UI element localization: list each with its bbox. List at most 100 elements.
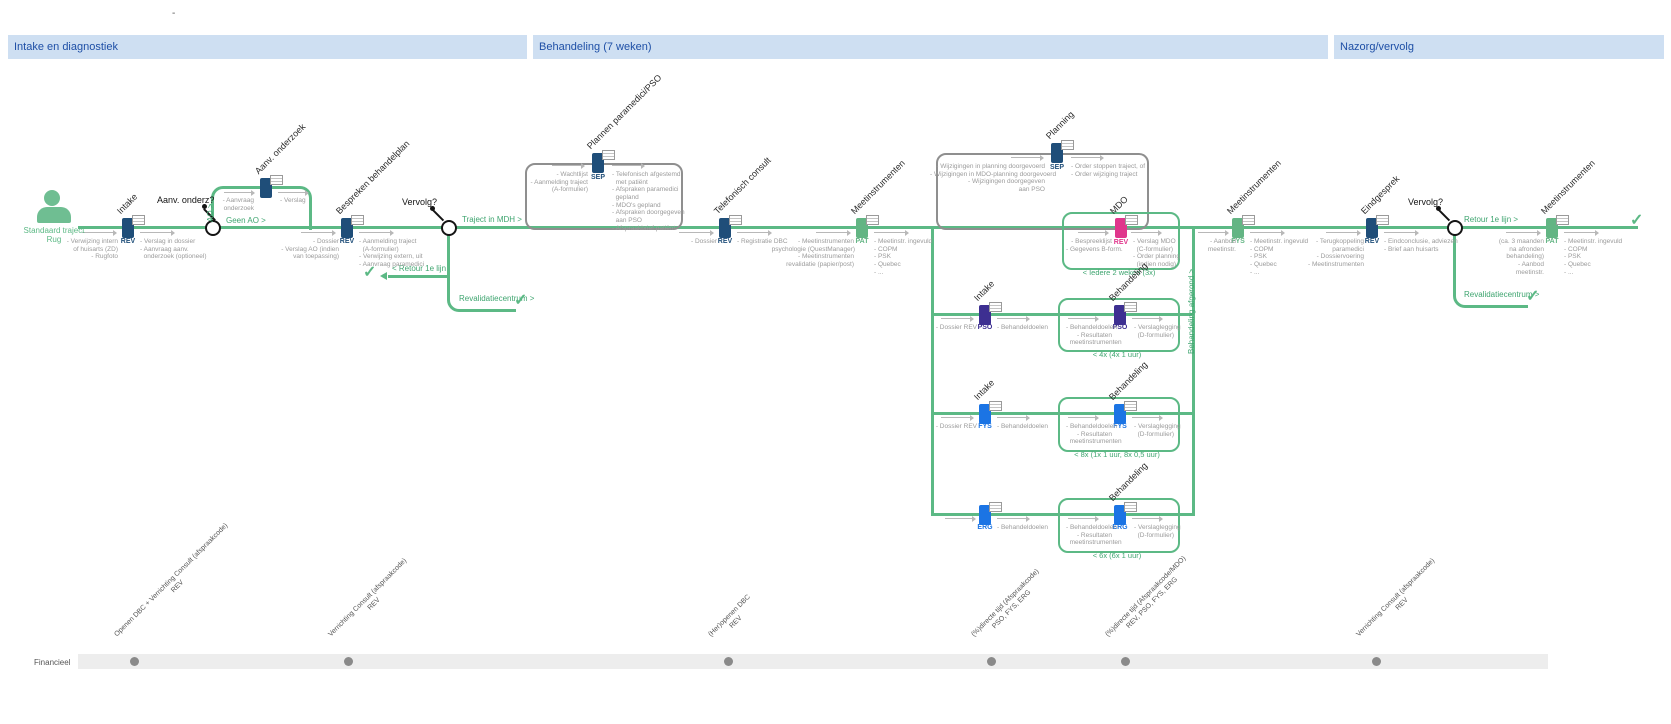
milestone-intake-pso-inputs: - Dossier REV (935, 324, 977, 331)
milestone-bespreken-behandelplan-role: REV (339, 238, 355, 245)
financial-event-2-actor: REV (366, 596, 383, 612)
milestone-behandeling-pso-marker[interactable] (1114, 305, 1126, 325)
milestone-eindgesprek-doc-icon (1376, 215, 1389, 225)
financial-event-5-dot[interactable] (1121, 657, 1130, 666)
parallel-merge-line (1192, 228, 1195, 516)
milestone-meetinstrumenten-2-marker[interactable] (1232, 218, 1244, 238)
phase-header-nazorg[interactable]: Nazorg/vervolg (1334, 35, 1664, 59)
financial-event-1-actor: REV (170, 579, 186, 595)
planning-box (936, 153, 1149, 230)
milestone-planning-outputs: - Order stoppen traject, of - Order wijz… (1071, 163, 1146, 178)
financial-event-2-dot[interactable] (344, 657, 353, 666)
milestone-intake-out-arrow-icon (140, 229, 175, 236)
milestone-meetinstrumenten-1-outputs: - Meetinstr. ingevuld - COPM - PSK - Que… (874, 238, 933, 276)
erg-iteration-box (1058, 498, 1180, 553)
flow-label-geen-ao: Geen AO > (226, 216, 266, 225)
milestone-intake-erg-role: ERG (977, 524, 993, 531)
pso-iteration-box (1058, 298, 1180, 352)
milestone-plannen-paramedici-marker[interactable] (592, 153, 604, 173)
milestone-meetinstrumenten-1-marker[interactable] (856, 218, 868, 238)
milestone-behandeling-pso-doc-icon (1124, 302, 1137, 312)
top-dash: - (172, 8, 176, 19)
milestone-behandeling-erg-marker[interactable] (1114, 505, 1126, 525)
milestone-behandeling-pso-outputs: - Verslaglegging (D-formulier) (1134, 324, 1181, 339)
milestone-bespreken-behandelplan-marker[interactable] (341, 218, 353, 238)
milestone-behandeling-pso-out-arrow-icon (1132, 315, 1163, 322)
financial-event-5-label: (%)directe tijd (Afspraakcode/MDO) REV, … (1104, 554, 1195, 645)
financial-event-6-dot[interactable] (1372, 657, 1381, 666)
decision-vervolg-2-node[interactable] (1447, 220, 1463, 236)
milestone-bespreken-behandelplan-inputs: - Dossier - Verslag AO (indien van toepa… (281, 238, 339, 261)
milestone-intake-marker[interactable] (122, 218, 134, 238)
milestone-eindgesprek-inputs: - Terugkoppeling paramedici - Dossiervoe… (1308, 238, 1364, 268)
revalidatie-1-check-icon: ✓ (514, 292, 528, 309)
decision-vervolg-1-node[interactable] (441, 220, 457, 236)
milestone-intake-fys-title: Intake (971, 377, 997, 402)
milestone-meetinstrumenten-2-inputs: - Aanbod meetinstr. (1207, 238, 1236, 253)
financial-event-4-dot[interactable] (987, 657, 996, 666)
flow-label-traject: Traject in MDH > (462, 215, 522, 224)
milestone-meetinstrumenten-3-marker[interactable] (1546, 218, 1558, 238)
milestone-behandeling-pso-inputs: - Behandeldoelen - Resultaten meetinstru… (1066, 324, 1122, 347)
milestone-behandeling-fys-marker[interactable] (1114, 404, 1126, 424)
milestone-intake-pso-marker[interactable] (979, 305, 991, 325)
financial-lane-label: Financieel (34, 658, 71, 667)
financial-event-4-actor: PSO, FYS, ERG (991, 589, 1033, 631)
milestone-intake-outputs: - Verslag in dossier - Aanvraag aanv. on… (140, 238, 207, 261)
milestone-behandeling-fys-inputs: - Behandeldoelen - Resultaten meetinstru… (1066, 423, 1122, 446)
milestone-aanv-onderzoek-marker[interactable] (260, 178, 272, 198)
pso-lane-line (931, 313, 1195, 316)
milestone-behandeling-fys-title: Behandeling (1106, 359, 1150, 402)
milestone-meetinstrumenten-1-role: PAT (855, 238, 869, 245)
milestone-mdo-marker[interactable] (1115, 218, 1127, 238)
decision-vervolg-2-label: Vervolg? (1408, 197, 1444, 207)
milestone-plannen-paramedici-in-arrow-icon (552, 162, 585, 169)
milestone-eindgesprek-marker[interactable] (1366, 218, 1378, 238)
milestone-intake-erg-marker[interactable] (979, 505, 991, 525)
milestone-aanv-onderzoek-outputs: - Verslag (280, 197, 306, 204)
milestone-bespreken-behandelplan-outputs: - Aanmelding traject (A-formulier) - Ver… (359, 238, 425, 268)
milestone-planning-doc-icon (1061, 140, 1074, 150)
financial-event-2-label: Verrichting Consult (afspraakcode) REV (327, 557, 416, 646)
milestone-meetinstrumenten-3-role: PAT (1545, 238, 1559, 245)
milestone-meetinstrumenten-3-doc-icon (1556, 215, 1569, 225)
retour-1-arrowhead (380, 272, 387, 280)
milestone-behandeling-erg-out-arrow-icon (1132, 515, 1163, 522)
milestone-planning-marker[interactable] (1051, 143, 1063, 163)
flow-label-retour-2: Retour 1e lijn > (1464, 215, 1519, 224)
milestone-meetinstrumenten-3-out-arrow-icon (1564, 229, 1599, 236)
milestone-meetinstrumenten-2-out-arrow-icon (1250, 229, 1285, 236)
milestone-intake-fys-marker[interactable] (979, 404, 991, 424)
fys-lane-line (931, 412, 1195, 415)
milestone-bespreken-behandelplan-title: Bespreken behandelplan (333, 138, 412, 216)
milestone-intake-pso-title: Intake (971, 278, 997, 303)
decision-vervolg-1-dot (430, 206, 435, 211)
financial-event-1-dot[interactable] (130, 657, 139, 666)
end-check-icon: ✓ (1630, 212, 1644, 229)
phase-header-intake[interactable]: Intake en diagnostiek (8, 35, 527, 59)
milestone-meetinstrumenten-2-doc-icon (1242, 215, 1255, 225)
milestone-intake-fys-outputs: - Behandeldoelen (997, 423, 1048, 430)
milestone-meetinstrumenten-2-outputs: - Meetinstr. ingevuld - COPM - PSK - Que… (1250, 238, 1309, 276)
milestone-intake-erg-doc-icon (989, 502, 1002, 512)
milestone-mdo-inputs: - Bespreeklijst - Gegevens B-form. (1066, 238, 1123, 253)
decision-aanv-onderz-label: Aanv. onderz? (157, 195, 215, 205)
branch-revalidatie-1-line (447, 229, 516, 312)
financial-event-3-label: (Her)openen DBC REV (707, 593, 760, 646)
milestone-behandeling-erg-role: ERG (1112, 524, 1128, 531)
decision-aanv-onderz-node[interactable] (205, 220, 221, 236)
financial-event-3-dot[interactable] (724, 657, 733, 666)
milestone-mdo-role: REV (1113, 239, 1129, 246)
milestone-telefonisch-consult-marker[interactable] (719, 218, 731, 238)
patient-icon (44, 190, 60, 206)
milestone-plannen-paramedici-title: Plannen paramedici/PSO (584, 72, 664, 151)
milestone-plannen-paramedici-out-arrow-icon (612, 162, 645, 169)
erg-iteration-caption: < 6x (6x 1 uur) (1092, 551, 1142, 560)
branch-revalidatie-2-line (1453, 229, 1528, 308)
milestone-planning-role: SEP (1049, 164, 1064, 171)
decision-vervolg-1-label: Vervolg? (402, 197, 438, 207)
milestone-intake-role: REV (120, 238, 136, 245)
flow-label-retour-1: < Retour 1e lijn (392, 264, 447, 273)
phase-header-behandeling[interactable]: Behandeling (7 weken) (533, 35, 1328, 59)
milestone-meetinstrumenten-1-inputs: - Meetinstrumenten psychologie (QuestMan… (771, 238, 856, 268)
